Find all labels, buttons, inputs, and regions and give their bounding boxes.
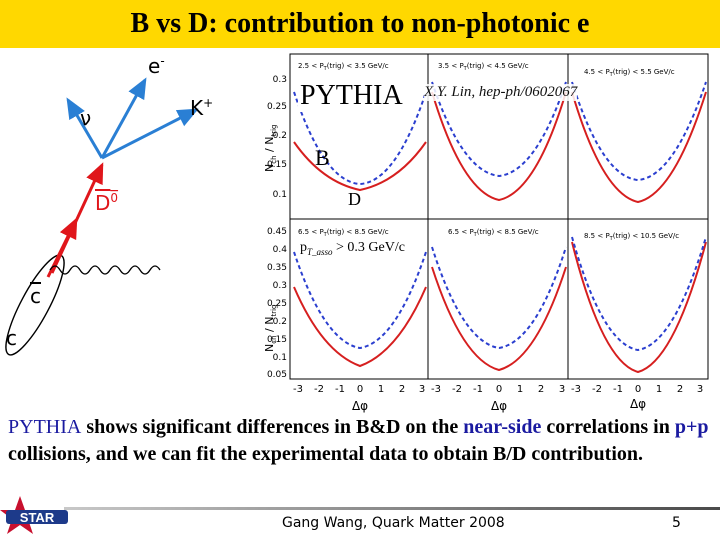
body-text: PYTHIA shows significant differences in … <box>8 414 716 468</box>
d-curve-top-2 <box>431 81 567 178</box>
slide-title: B vs D: contribution to non-photonic e <box>130 8 590 39</box>
pt-cut-label: pT_asso > 0.3 GeV/c <box>300 240 405 257</box>
x-tick: -1 <box>473 384 483 395</box>
x-tick: -2 <box>314 384 324 395</box>
y-tick: 0.25 <box>267 299 287 309</box>
x-tick: 0 <box>357 384 363 395</box>
neutrino-track <box>66 97 104 159</box>
x-tick: 1 <box>656 384 662 395</box>
panel-bottom-3-label: 8.5 < PT(trig) < 10.5 GeV/c <box>584 232 679 242</box>
star-logo: STAR <box>0 496 68 534</box>
y-tick: 0.1 <box>273 190 287 200</box>
top-y-ticks: 0.3 0.25 0.2 0.15 0.1 <box>267 75 287 200</box>
body-pp: p+p <box>674 416 709 438</box>
y-tick: 0.2 <box>273 317 287 327</box>
body-segment: collisions, and we can fit the experimen… <box>8 443 644 465</box>
x-tick: 3 <box>697 384 703 395</box>
x-tick: 0 <box>496 384 502 395</box>
d-curve-top-3 <box>571 81 707 182</box>
panel-bottom-2 <box>427 218 569 380</box>
x-tick: 1 <box>378 384 384 395</box>
panel-top-1-label: 2.5 < PT(trig) < 3.5 GeV/c <box>298 62 389 72</box>
x-tick: -3 <box>293 384 303 395</box>
b-curve-top-3 <box>571 91 707 204</box>
x-ticks-panel-1: -3 -2 -1 0 1 2 3 <box>293 384 425 395</box>
electron-track <box>100 77 147 159</box>
panel-top-3 <box>567 53 709 220</box>
panel-top-2 <box>427 53 569 220</box>
x-tick: 2 <box>399 384 405 395</box>
y-axis-title-bottom: Nch / Ntrig <box>263 305 278 352</box>
x-tick: -2 <box>452 384 462 395</box>
x-ticks-panel-2: -3 -2 -1 0 1 2 3 <box>431 384 565 395</box>
y-tick: 0.1 <box>273 353 287 363</box>
b-curve-bottom-2 <box>431 266 567 372</box>
y-tick: 0.15 <box>267 160 287 170</box>
b-curve-top-1 <box>293 141 427 192</box>
y-tick: 0.25 <box>267 102 287 112</box>
b-curve-bottom-1 <box>293 286 427 368</box>
x-tick: -1 <box>613 384 623 395</box>
kaon-label: K+ <box>190 96 213 120</box>
d-curve-top-1 <box>293 91 427 186</box>
gluon-curl <box>49 265 161 275</box>
b-curve-label: B <box>315 145 330 170</box>
dbar0-label: D0 <box>95 191 118 215</box>
y-tick: 0.05 <box>267 370 287 380</box>
electron-label: e- <box>148 55 165 78</box>
citation: X.Y. Lin, hep-ph/0602067 <box>424 84 578 101</box>
x-tick: 2 <box>538 384 544 395</box>
x-tick: 0 <box>635 384 641 395</box>
panel-top-2-label: 3.5 < PT(trig) < 4.5 GeV/c <box>438 62 529 72</box>
x-tick: -2 <box>592 384 602 395</box>
d-curve-bottom-3 <box>571 236 707 352</box>
panel-top-3-label: 4.5 < PT(trig) < 5.5 GeV/c <box>584 68 675 78</box>
x-axis-title-3: Δφ <box>630 397 646 411</box>
body-segment: shows significant differences in B&D on … <box>81 416 464 438</box>
x-tick: 1 <box>517 384 523 395</box>
d-curve-label: D <box>348 189 361 209</box>
neutrino-label: ν <box>80 106 91 130</box>
y-tick: 0.4 <box>273 245 288 255</box>
page-number: 5 <box>672 515 681 531</box>
b-curves <box>293 91 707 374</box>
x-tick: -3 <box>431 384 441 395</box>
panel-bottom-1-label: 6.5 < PT(trig) < 8.5 GeV/c <box>298 228 389 238</box>
kaon-track <box>101 108 199 160</box>
d-curve-bottom-1 <box>293 251 427 350</box>
x-tick: 3 <box>419 384 425 395</box>
x-ticks-panel-3: -3 -2 -1 0 1 2 3 <box>571 384 703 395</box>
y-tick: 0.15 <box>267 335 287 345</box>
star-logo-text: STAR <box>20 510 55 525</box>
x-tick: 2 <box>677 384 683 395</box>
y-tick: 0.3 <box>273 75 287 85</box>
x-axis-title-1: Δφ <box>352 399 368 413</box>
x-tick: 3 <box>559 384 565 395</box>
y-tick: 0.45 <box>267 227 287 237</box>
y-tick: 0.3 <box>273 281 287 291</box>
body-near-side: near-side <box>463 416 542 438</box>
footer-text: Gang Wang, Quark Matter 2008 <box>282 515 505 531</box>
panel-bottom-3 <box>567 218 709 380</box>
d-curves <box>293 81 707 352</box>
body-segment: correlations in <box>541 416 675 438</box>
panel-bottom-2-label: 6.5 < PT(trig) < 8.5 GeV/c <box>448 228 539 238</box>
decay-diagram: e- ν K+ D0 c c <box>5 55 213 356</box>
body-pythia: PYTHIA <box>8 416 82 438</box>
x-axis-title-2: Δφ <box>491 399 507 413</box>
pythia-label: PYTHIA <box>298 80 405 112</box>
x-tick: -3 <box>571 384 581 395</box>
bottom-y-ticks: 0.45 0.4 0.35 0.3 0.25 0.2 0.15 0.1 0.05 <box>267 227 287 380</box>
d-curve-bottom-2 <box>431 246 567 350</box>
cbar-label: c <box>30 284 41 308</box>
footer-divider <box>64 507 720 510</box>
y-axis-title-top: Nch / Ntrig <box>263 125 278 172</box>
title-bar <box>0 0 720 48</box>
y-tick: 0.35 <box>267 263 287 273</box>
y-tick: 0.2 <box>273 131 287 141</box>
b-curve-bottom-3 <box>571 241 707 374</box>
x-tick: -1 <box>335 384 345 395</box>
c-label: c <box>6 326 17 350</box>
b-curve-top-2 <box>431 91 567 202</box>
